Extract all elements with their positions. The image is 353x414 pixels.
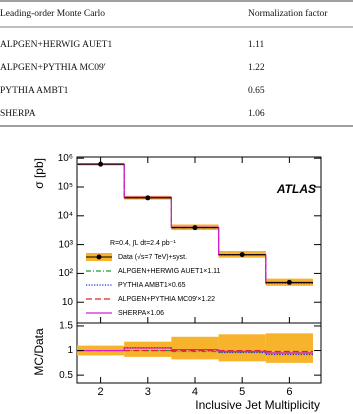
table-cell: 0.65 [248,86,265,96]
table-cell: 1.11 [248,40,265,50]
data-point [192,225,198,231]
data-point [286,279,292,285]
ratio-syst-band [218,334,266,362]
legend-label: SHERPA×1.06 [118,310,164,317]
plot-frame [76,156,322,384]
y-tick-label: 10 [62,297,74,308]
ratio-syst-band [171,336,219,360]
data-point [239,252,245,258]
table-cell: 1.22 [248,63,265,73]
table-header: Leading-order Monte Carlo [0,9,105,19]
ratio-syst-band [124,341,172,357]
x-tick-label: 4 [192,386,198,398]
y-tick-label: 10² [59,268,74,279]
ratio-y-tick-label: 1.5 [59,321,73,332]
ratio-y-tick-label: 0.5 [59,370,73,381]
annotation: R=0.4, ∫L dt=2.4 pb⁻¹ [110,240,176,247]
x-tick-label: 5 [239,386,245,398]
ratio-axis-title: MC/Data [32,328,46,376]
table-cell: 1.06 [248,109,265,119]
legend-label: Data (√s=7 TeV)+syst. [118,253,187,261]
x-tick-label: 3 [145,386,151,398]
legend-label: PYTHIA AMBT1×0.65 [118,282,186,289]
x-tick-label: 2 [98,386,104,398]
y-tick-label: 10⁴ [58,210,73,221]
table-cell: ALPGEN+HERWIG AUET1 [0,40,112,50]
legend-label: ALPGEN+PYTHIA MC09′×1.22 [118,296,215,303]
table-cell: PYTHIA AMBT1 [0,86,69,96]
data-point [98,161,104,167]
atlas-badge: ATLAS [276,182,316,196]
data-point [145,195,151,201]
y-tick-label: 10³ [59,239,74,250]
table-cell: SHERPA [0,109,36,119]
x-tick-label: 6 [286,386,292,398]
ratio-syst-band [265,333,313,363]
y-axis-title: σ [pb] [32,158,46,189]
table-cell: ALPGEN+PYTHIA MC09′ [0,63,106,73]
y-tick-label: 10⁶ [58,153,73,164]
ratio-y-tick-label: 1 [67,345,73,356]
legend-marker [96,254,102,260]
y-tick-label: 10⁵ [58,182,73,193]
table-header: Normalization factor [248,8,328,19]
x-axis-title: Inclusive Jet Multiplicity [195,398,320,412]
legend-label: ALPGEN+HERWIG AUET1×1.11 [118,268,221,275]
